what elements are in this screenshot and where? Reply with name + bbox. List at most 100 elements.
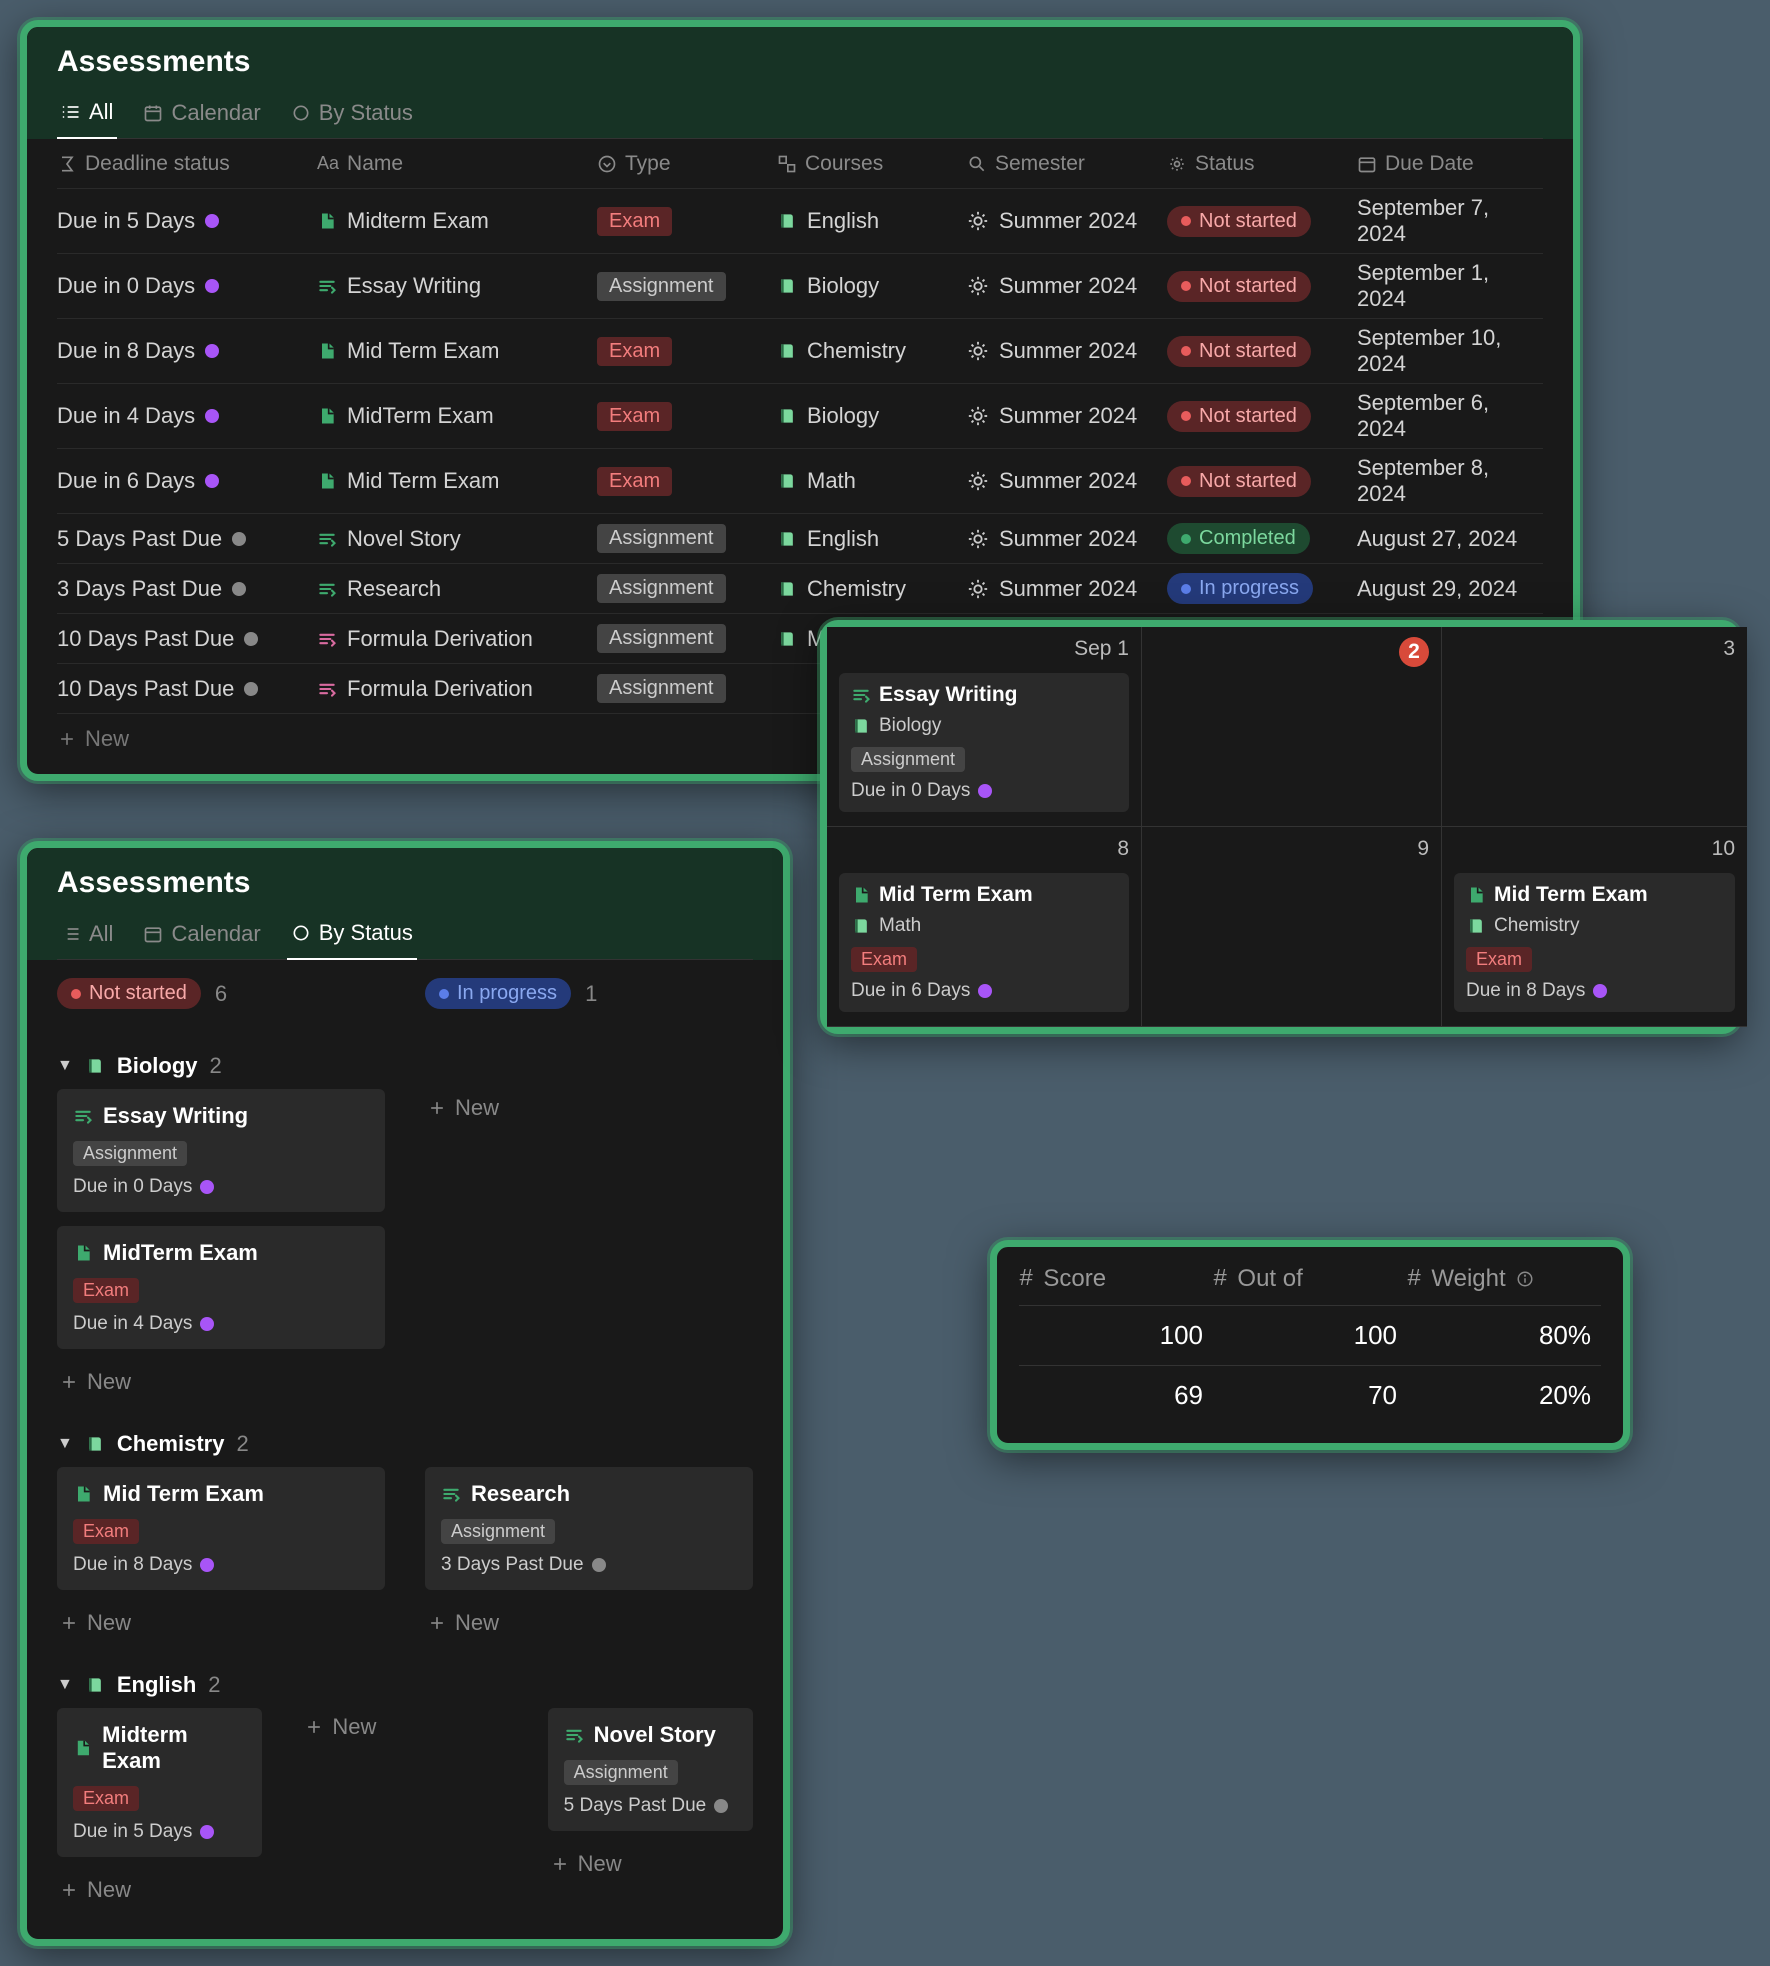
type-badge: Exam — [73, 1278, 139, 1303]
new-card-button[interactable]: New — [425, 1604, 753, 1642]
table-row[interactable]: Due in 6 Days Mid Term Exam Exam Math Su… — [57, 449, 1543, 514]
cell-name: Formula Derivation — [317, 676, 597, 702]
calendar-cell[interactable]: 8 Mid Term Exam Math Exam Due in 6 Days — [827, 827, 1142, 1027]
cell-type: Assignment — [597, 574, 777, 603]
search-icon — [967, 154, 987, 174]
new-card-button[interactable]: New — [548, 1845, 753, 1883]
calendar-cell[interactable]: Sep 1 Essay Writing Biology Assignment D… — [827, 627, 1142, 827]
board-card[interactable]: MidTerm Exam Exam Due in 4 Days — [57, 1226, 385, 1349]
cell-semester: Summer 2024 — [967, 468, 1167, 494]
type-badge: Assignment — [564, 1760, 678, 1785]
calendar-cell[interactable]: 10 Mid Term Exam Chemistry Exam Due in 8… — [1442, 827, 1747, 1027]
calendar-cell[interactable]: 3 — [1442, 627, 1747, 827]
plus-icon — [427, 1098, 447, 1118]
card-meta: Due in 4 Days — [73, 1313, 369, 1335]
tab-label: All — [89, 921, 113, 947]
hash-icon: # — [1407, 1266, 1421, 1293]
board-card[interactable]: Research Assignment 3 Days Past Due — [425, 1467, 753, 1590]
cell-semester: Summer 2024 — [967, 403, 1167, 429]
plus-icon — [304, 1717, 324, 1737]
new-card-button[interactable]: New — [302, 1708, 507, 1746]
cell-deadline: Due in 0 Days — [57, 273, 317, 299]
new-card-button[interactable]: New — [57, 1604, 385, 1642]
col-semester[interactable]: Semester — [967, 152, 1167, 176]
cell-name: MidTerm Exam — [317, 403, 597, 429]
tab-all[interactable]: All — [57, 914, 117, 959]
table-row[interactable]: Due in 5 Days Midterm Exam Exam English … — [57, 189, 1543, 254]
type-badge: Assignment — [597, 574, 726, 603]
tab-bystatus[interactable]: By Status — [287, 93, 417, 138]
status-column-header[interactable]: In progress 1 — [425, 978, 753, 1009]
group-header[interactable]: ▼ Chemistry 2 — [57, 1421, 753, 1467]
status-pill: Not started — [1167, 336, 1311, 367]
status-pill: Completed — [1167, 523, 1310, 554]
table-row[interactable]: Due in 8 Days Mid Term Exam Exam Chemist… — [57, 319, 1543, 384]
board-group: ▼ English 2 Midterm Exam Exam Due in 5 D… — [57, 1662, 753, 1909]
book-icon — [777, 406, 797, 426]
col-outof[interactable]: #Out of — [1213, 1265, 1407, 1293]
cell-deadline: Due in 6 Days — [57, 468, 317, 494]
type-badge: Exam — [1466, 947, 1532, 972]
doc-icon — [317, 471, 337, 491]
board-card[interactable]: Essay Writing Assignment Due in 0 Days — [57, 1089, 385, 1212]
table-row[interactable]: Due in 0 Days Essay Writing Assignment B… — [57, 254, 1543, 319]
score-row[interactable]: 100 100 80% — [1019, 1305, 1601, 1365]
table-row[interactable]: 3 Days Past Due Research Assignment Chem… — [57, 564, 1543, 614]
board-card[interactable]: Novel Story Assignment 5 Days Past Due — [548, 1708, 753, 1831]
col-courses[interactable]: Courses — [777, 152, 967, 176]
card-title: Midterm Exam — [73, 1722, 246, 1774]
new-card-button[interactable]: New — [57, 1871, 262, 1909]
doc-icon — [73, 1738, 92, 1758]
new-card-button[interactable]: New — [425, 1089, 753, 1127]
cell-semester: Summer 2024 — [967, 526, 1167, 552]
status-dot-icon — [244, 682, 258, 696]
status-dot-icon — [1593, 984, 1607, 998]
cell-semester: Summer 2024 — [967, 208, 1167, 234]
col-duedate[interactable]: Due Date — [1357, 152, 1543, 176]
lines-pink-icon — [317, 629, 337, 649]
calendar-card[interactable]: Essay Writing Biology Assignment Due in … — [839, 673, 1129, 812]
cell-course: Math — [777, 468, 967, 494]
cell-deadline: 3 Days Past Due — [57, 576, 317, 602]
table-row[interactable]: Due in 4 Days MidTerm Exam Exam Biology … — [57, 384, 1543, 449]
col-score[interactable]: #Score — [1019, 1265, 1213, 1293]
tab-calendar[interactable]: Calendar — [139, 914, 264, 959]
board-column: New — [425, 1089, 753, 1401]
sun-icon — [967, 405, 989, 427]
group-header[interactable]: ▼ English 2 — [57, 1662, 753, 1708]
tab-all[interactable]: All — [57, 93, 117, 139]
view-tabs: All Calendar By Status — [57, 93, 1543, 139]
status-column-header[interactable]: Not started 6 — [57, 978, 385, 1009]
calendar-cell[interactable]: 9 — [1142, 827, 1442, 1027]
col-status[interactable]: Status — [1167, 152, 1357, 176]
board-card[interactable]: Midterm Exam Exam Due in 5 Days — [57, 1708, 262, 1857]
board-column: Midterm Exam Exam Due in 5 Days New — [57, 1708, 262, 1909]
cell-type: Exam — [597, 337, 777, 366]
col-deadline[interactable]: Deadline status — [57, 152, 317, 176]
board-card[interactable]: Mid Term Exam Exam Due in 8 Days — [57, 1467, 385, 1590]
status-count: 6 — [215, 981, 227, 1007]
col-type[interactable]: Type — [597, 152, 777, 176]
doc-icon — [73, 1243, 93, 1263]
tab-calendar[interactable]: Calendar — [139, 93, 264, 138]
status-dot-icon — [200, 1825, 214, 1839]
table-row[interactable]: 5 Days Past Due Novel Story Assignment E… — [57, 514, 1543, 564]
col-weight[interactable]: #Weight — [1407, 1265, 1601, 1293]
card-title: Mid Term Exam — [1466, 883, 1723, 907]
card-title: Novel Story — [564, 1722, 737, 1748]
status-dot-icon — [978, 984, 992, 998]
calendar-card[interactable]: Mid Term Exam Math Exam Due in 6 Days — [839, 873, 1129, 1012]
group-name: Chemistry — [117, 1431, 225, 1457]
tab-bystatus[interactable]: By Status — [287, 914, 417, 960]
cell-course: English — [777, 208, 967, 234]
group-header[interactable]: ▼ Biology 2 — [57, 1043, 753, 1089]
col-name[interactable]: AaName — [317, 152, 597, 176]
status-icon — [1167, 154, 1187, 174]
table-header-row: Deadline status AaName Type Courses Seme… — [57, 139, 1543, 189]
calendar-icon — [1357, 154, 1377, 174]
group-name: Biology — [117, 1053, 198, 1079]
new-card-button[interactable]: New — [57, 1363, 385, 1401]
score-row[interactable]: 69 70 20% — [1019, 1365, 1601, 1425]
calendar-card[interactable]: Mid Term Exam Chemistry Exam Due in 8 Da… — [1454, 873, 1735, 1012]
calendar-cell[interactable]: 2 — [1142, 627, 1442, 827]
